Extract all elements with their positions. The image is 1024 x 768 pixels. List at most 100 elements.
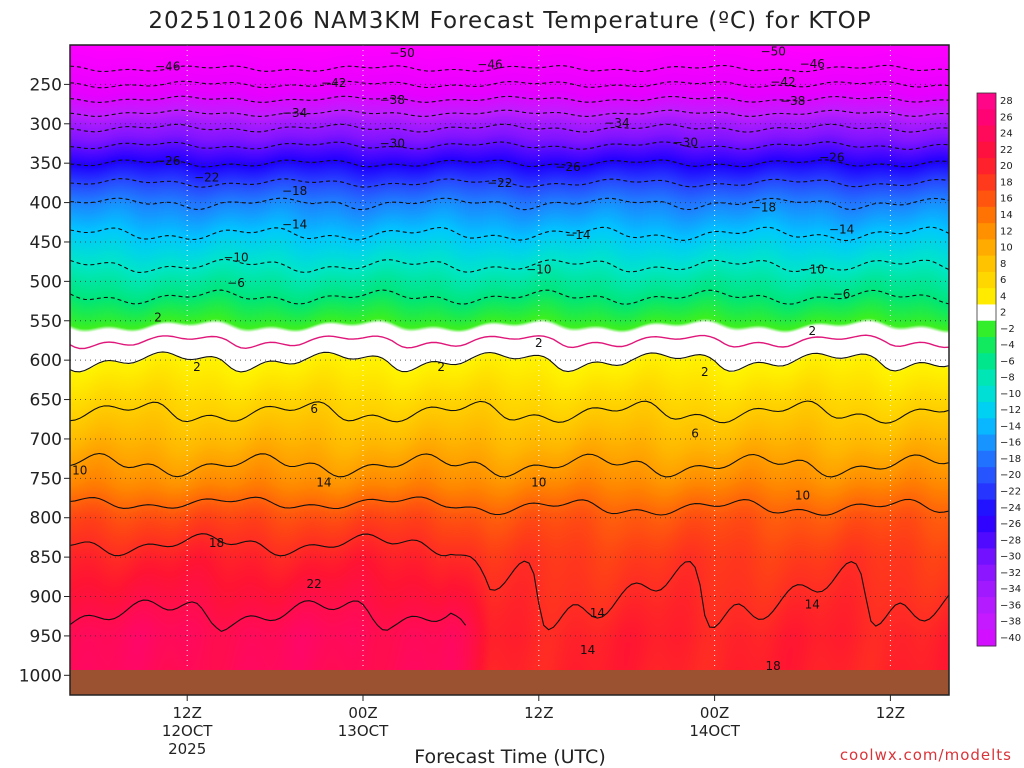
colorbar-swatch [977, 223, 996, 240]
contour-label: 22 [307, 577, 322, 591]
colorbar-swatch [977, 125, 996, 143]
colorbar-swatch [977, 255, 996, 273]
contour-label: −10 [800, 263, 825, 277]
isotherm-10 [69, 452, 950, 478]
colorbar-label: 8 [1000, 259, 1006, 270]
contour-label: 6 [310, 402, 318, 416]
colorbar-swatch [977, 239, 996, 257]
contour-label: −18 [751, 200, 776, 214]
colorbar-label: −30 [1000, 552, 1021, 563]
colorbar-label: 12 [1000, 226, 1013, 237]
colorbar: 28 26 24 22 20 18 16 14 12 10 8 6 4 2 −2 −4 −6 −8 −10 −12 −1… [976, 92, 1021, 647]
temperature-contours [69, 64, 950, 633]
y-tick-label: 250 [30, 75, 62, 95]
isotherm-6 [69, 400, 950, 424]
y-tick-label: 350 [30, 154, 62, 174]
contour-label: −38 [780, 94, 805, 108]
x-tick-label: 12Z [876, 704, 905, 722]
credit-text: coolwx.com/modelts [840, 746, 1012, 764]
contour-label: −46 [155, 59, 180, 73]
colorbar-swatch [977, 418, 996, 436]
isotherm-2 [69, 351, 950, 373]
x-tick-label: 12OCT [162, 722, 213, 740]
colorbar-label: −24 [1000, 503, 1021, 514]
isotherm--22 [69, 178, 950, 188]
colorbar-label: −28 [1000, 535, 1021, 546]
x-axis-label: Forecast Time (UTC) [414, 746, 605, 768]
contour-label: −10 [223, 251, 248, 265]
colorbar-label: 2 [1000, 308, 1006, 319]
contour-label: −46 [800, 57, 825, 71]
contour-label: 2 [535, 336, 543, 350]
colorbar-label: −26 [1000, 519, 1021, 530]
contour-label: −38 [380, 93, 405, 107]
colorbar-label: 4 [1000, 291, 1006, 302]
isotherm--46 [69, 80, 950, 89]
colorbar-swatch [977, 109, 996, 127]
isotherm--34 [69, 123, 950, 133]
contour-label: 2 [808, 324, 816, 338]
contour-label: 14 [580, 643, 595, 657]
colorbar-swatch [977, 532, 996, 549]
y-tick-label: 1000 [19, 666, 62, 686]
contour-label: 2 [193, 360, 201, 374]
colorbar-swatch [977, 174, 996, 192]
x-tick-label: 00Z [700, 704, 729, 722]
y-tick-label: 800 [30, 509, 62, 529]
colorbar-swatch [977, 93, 996, 110]
colorbar-label: −38 [1000, 617, 1021, 628]
colorbar-swatch [977, 304, 996, 322]
contour-label: −18 [282, 184, 307, 198]
x-tick-label: 13OCT [338, 722, 389, 740]
colorbar-swatch [977, 580, 996, 598]
colorbar-label: 14 [1000, 210, 1013, 221]
colorbar-swatch [977, 629, 996, 647]
colorbar-swatch [977, 369, 996, 387]
colorbar-swatch [977, 548, 996, 566]
contour-label: −26 [155, 154, 180, 168]
colorbar-label: 18 [1000, 177, 1013, 188]
contour-label: −22 [487, 176, 512, 190]
isotherm-18 [69, 533, 950, 631]
contour-label: 10 [72, 463, 87, 477]
contour-label: −6 [227, 276, 245, 290]
contour-label: −30 [380, 136, 405, 150]
contour-label: −14 [565, 228, 590, 242]
contour-label: −42 [321, 76, 346, 90]
y-tick-label: 450 [30, 233, 62, 253]
colorbar-label: −16 [1000, 438, 1021, 449]
colorbar-label: −10 [1000, 389, 1021, 400]
y-tick-label: 500 [30, 272, 62, 292]
contour-label: 2 [437, 360, 445, 374]
ground-surface [70, 670, 949, 695]
contour-label: −30 [673, 136, 698, 150]
colorbar-swatch [977, 467, 996, 484]
plot-area: −50 −50 −46 −46 −46 −42 −42 −38 −38 −34 −34 −30 −30 −… [69, 44, 950, 696]
colorbar-swatch [977, 336, 996, 354]
contour-label: −14 [282, 218, 307, 232]
colorbar-label: 20 [1000, 161, 1013, 172]
chart-title: 2025101206 NAM3KM Forecast Temperature (… [148, 8, 871, 34]
contour-label: −22 [194, 170, 219, 184]
colorbar-label: 16 [1000, 194, 1013, 205]
contour-label: 14 [316, 475, 331, 489]
contour-label: −26 [819, 151, 844, 165]
isotherm--38 [69, 109, 950, 117]
isotherm-14 [69, 496, 950, 516]
y-tick-label: 850 [30, 548, 62, 568]
colorbar-swatch [977, 434, 996, 452]
colorbar-label: −12 [1000, 405, 1021, 416]
isotherm--26 [69, 159, 950, 168]
colorbar-swatch [977, 353, 996, 370]
colorbar-label: −34 [1000, 584, 1021, 595]
contour-label: −14 [829, 222, 854, 236]
colorbar-swatch [977, 141, 996, 159]
colorbar-label: −36 [1000, 600, 1021, 611]
colorbar-label: −4 [1000, 340, 1015, 351]
colorbar-swatch [977, 597, 996, 614]
colorbar-label: −40 [1000, 633, 1021, 644]
contour-label: −26 [555, 160, 580, 174]
isotherm--50 [69, 64, 950, 73]
